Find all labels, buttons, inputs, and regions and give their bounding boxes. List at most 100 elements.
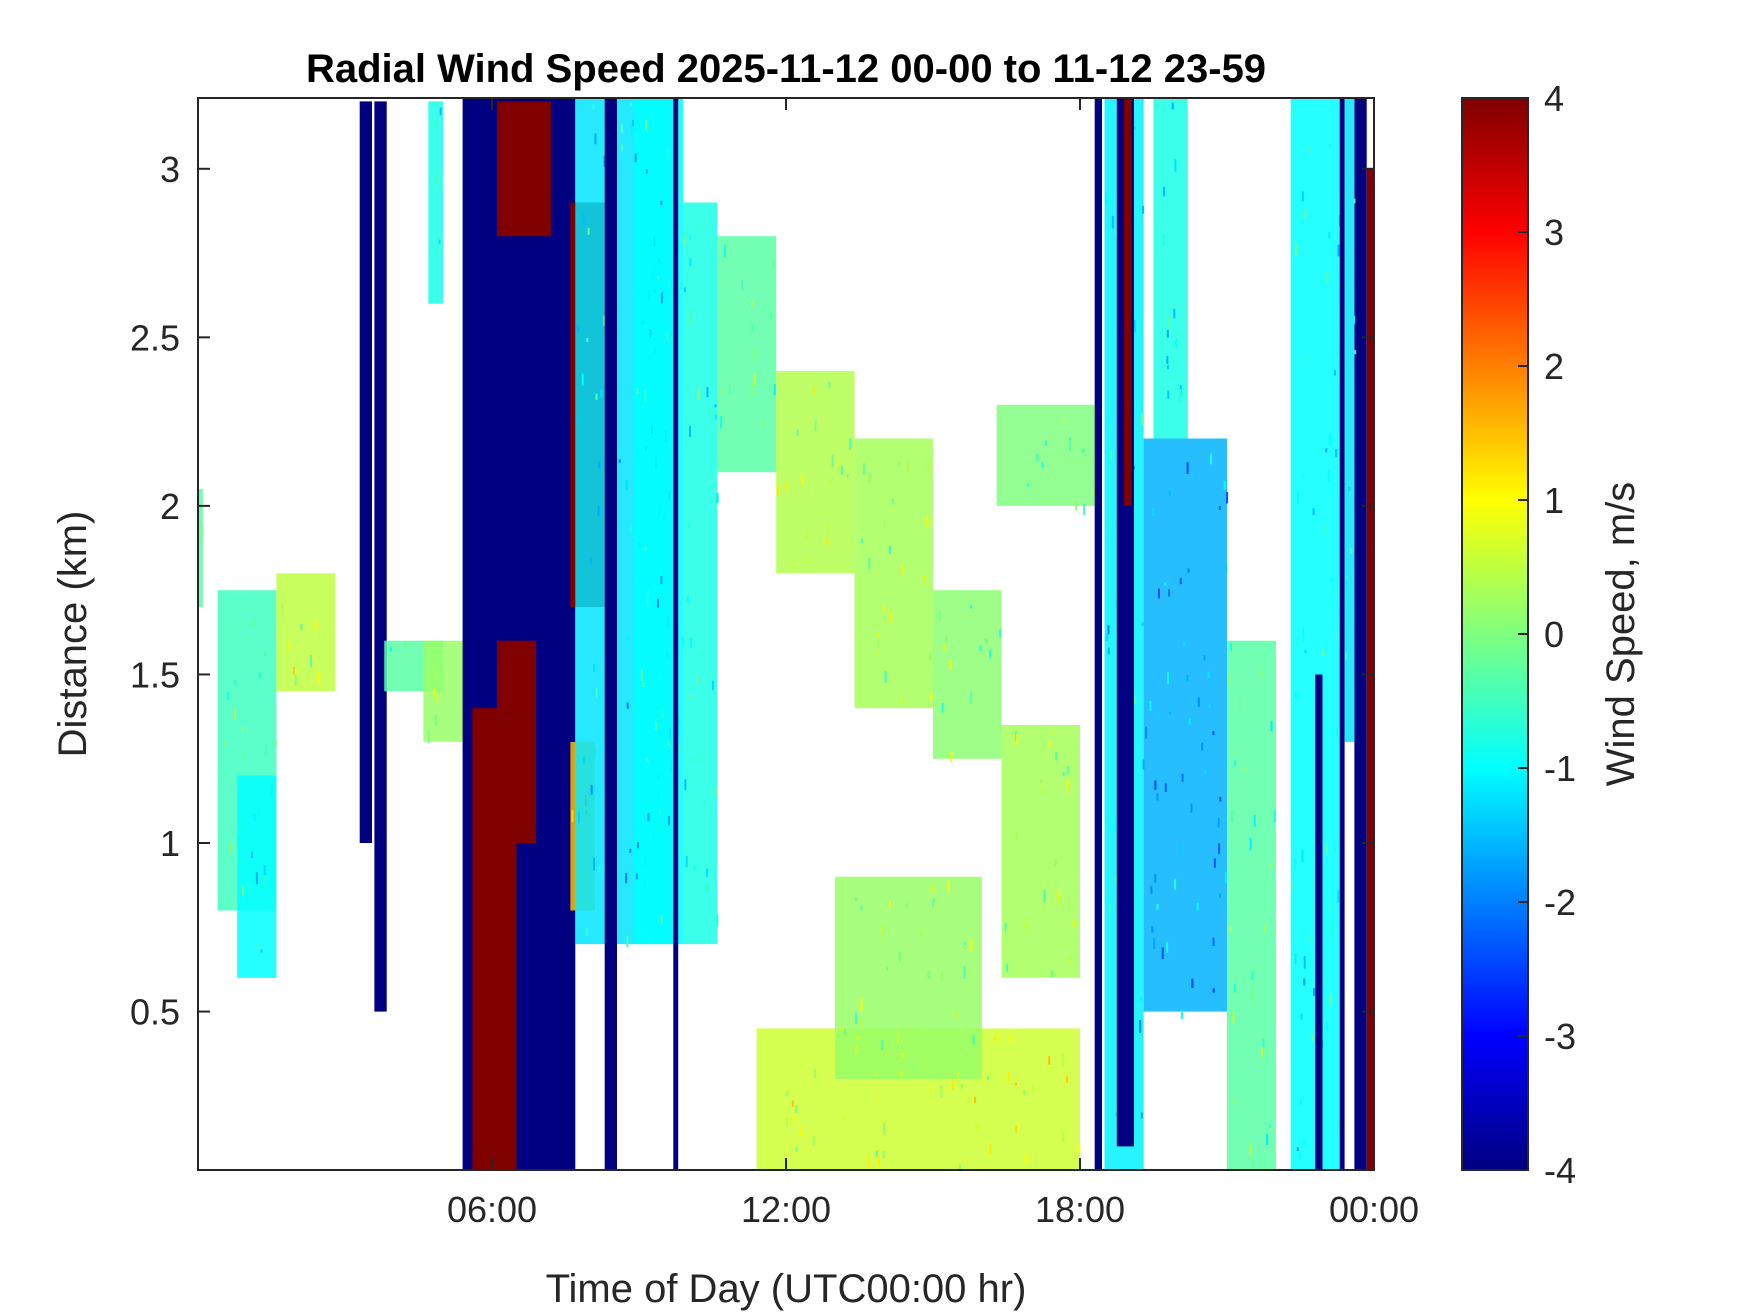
heatmap-speckle xyxy=(625,873,628,884)
heatmap-speckle xyxy=(433,688,435,695)
heatmap-speckle xyxy=(951,1078,954,1091)
heatmap-speckle xyxy=(923,576,926,583)
heatmap-speckle xyxy=(867,1156,870,1168)
x-axis-label: Time of Day (UTC00:00 hr) xyxy=(546,1267,1027,1311)
heatmap-speckle xyxy=(664,430,667,443)
heatmap-speckle xyxy=(1261,1047,1264,1058)
heatmap-speckle xyxy=(592,104,595,110)
heatmap-speckle xyxy=(972,1034,975,1045)
heatmap-cell xyxy=(496,101,551,237)
heatmap-speckle xyxy=(855,1012,858,1024)
y-tick-label: 1.5 xyxy=(130,654,180,695)
heatmap-speckle xyxy=(1249,837,1252,851)
heatmap-speckle xyxy=(1149,701,1152,711)
heatmap-speckle xyxy=(635,873,638,880)
heatmap-speckle xyxy=(814,419,817,431)
heatmap-speckle xyxy=(660,200,663,205)
heatmap-speckle xyxy=(1331,920,1334,932)
heatmap-speckle xyxy=(1251,989,1254,1002)
heatmap-speckle xyxy=(201,525,204,538)
heatmap-speckle xyxy=(597,505,600,517)
heatmap-cell xyxy=(496,640,537,843)
heatmap-speckle xyxy=(585,927,588,937)
heatmap-cell xyxy=(717,236,777,473)
heatmap-speckle xyxy=(1142,205,1145,214)
heatmap-speckle xyxy=(875,1072,878,1076)
heatmap-speckle xyxy=(667,742,670,746)
heatmap-speckle xyxy=(860,905,863,911)
heatmap-speckle xyxy=(706,386,709,398)
heatmap-speckle xyxy=(226,692,229,700)
heatmap-speckle xyxy=(590,784,593,795)
heatmap-speckle xyxy=(626,636,629,641)
heatmap-speckle xyxy=(438,239,441,244)
heatmap-speckle xyxy=(595,393,598,400)
heatmap-speckle xyxy=(274,739,277,746)
heatmap-speckle xyxy=(989,1144,992,1155)
heatmap-speckle xyxy=(637,842,639,849)
heatmap-speckle xyxy=(1262,1038,1265,1049)
heatmap-cell xyxy=(1344,98,1355,742)
heatmap-speckle xyxy=(888,901,891,909)
heatmap-speckle xyxy=(647,813,650,822)
heatmap-speckle xyxy=(661,709,664,719)
heatmap-speckle xyxy=(1016,733,1019,745)
heatmap-speckle xyxy=(1083,504,1086,516)
heatmap-speckle xyxy=(1180,1009,1183,1020)
heatmap-speckle xyxy=(300,624,303,631)
heatmap-speckle xyxy=(1061,418,1064,423)
heatmap-speckle xyxy=(598,461,601,469)
heatmap-speckle xyxy=(828,478,831,486)
heatmap-speckle xyxy=(1229,926,1232,932)
heatmap-speckle xyxy=(1329,993,1332,1005)
heatmap-speckle xyxy=(1353,315,1355,324)
heatmap-cell xyxy=(1094,98,1102,1170)
heatmap-speckle xyxy=(389,647,392,652)
heatmap-speckle xyxy=(841,1028,844,1032)
heatmap-speckle xyxy=(970,604,972,609)
colorbar-tick-label: 0 xyxy=(1544,614,1564,655)
heatmap-speckle xyxy=(660,292,663,304)
heatmap-speckle xyxy=(814,1068,817,1079)
heatmap-speckle xyxy=(889,613,892,623)
heatmap-speckle xyxy=(1252,1158,1255,1168)
heatmap-speckle xyxy=(920,930,923,937)
heatmap-speckle xyxy=(938,610,941,622)
heatmap-speckle xyxy=(1186,675,1189,682)
heatmap-speckle xyxy=(1115,599,1118,609)
heatmap-speckle xyxy=(881,926,883,933)
heatmap-speckle xyxy=(263,802,266,808)
heatmap-speckle xyxy=(1152,508,1155,516)
heatmap-speckle xyxy=(772,259,775,269)
heatmap-speckle xyxy=(636,388,639,394)
heatmap-speckle xyxy=(751,323,754,332)
heatmap-speckle xyxy=(1141,413,1143,425)
heatmap-speckle xyxy=(1295,692,1297,698)
heatmap-speckle xyxy=(1174,159,1177,172)
heatmap-speckle xyxy=(883,1123,886,1135)
heatmap-speckle xyxy=(1133,319,1136,333)
heatmap-speckle xyxy=(1253,815,1256,827)
heatmap-speckle xyxy=(232,632,235,636)
heatmap-speckle xyxy=(1115,1112,1118,1117)
heatmap-speckle xyxy=(714,414,717,420)
heatmap-speckle xyxy=(897,1031,899,1044)
heatmap-speckle xyxy=(1049,741,1052,748)
heatmap-speckle xyxy=(792,1115,795,1123)
heatmap-speckle xyxy=(785,481,788,491)
heatmap-speckle xyxy=(644,546,647,551)
heatmap-speckle xyxy=(264,651,267,657)
chart-title: Radial Wind Speed 2025-11-12 00-00 to 11… xyxy=(306,47,1266,91)
heatmap-speckle xyxy=(1218,843,1221,855)
heatmap-speckle xyxy=(795,1105,798,1113)
heatmap-speckle xyxy=(1167,316,1170,329)
heatmap-speckle xyxy=(1264,1167,1267,1170)
heatmap-speckle xyxy=(690,638,693,648)
heatmap-speckle xyxy=(1187,568,1190,573)
heatmap-speckle xyxy=(1156,792,1159,801)
heatmap-speckle xyxy=(689,258,692,267)
heatmap-speckle xyxy=(1249,1143,1252,1156)
heatmap-speckle xyxy=(1234,760,1237,767)
